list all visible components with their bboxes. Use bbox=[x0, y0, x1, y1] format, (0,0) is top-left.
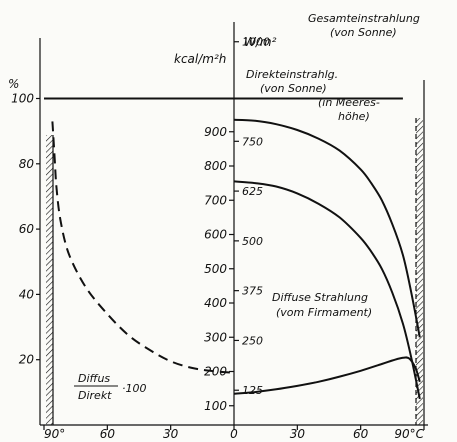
series-group bbox=[44, 97, 421, 400]
wm2-tick-label: 200 bbox=[204, 365, 227, 379]
series-line-direkteinstrahlg-von-sonne-in-meeresh-he bbox=[233, 180, 421, 400]
left-tick-label: 40 bbox=[19, 287, 35, 301]
label-ratio-numerator: Diffus bbox=[78, 372, 110, 385]
label-ratio-factor: ·100 bbox=[122, 382, 147, 395]
wm2-tick-label: 600 bbox=[204, 228, 227, 242]
right-horizon-hatch bbox=[416, 118, 423, 425]
x-tick-label: 60 bbox=[100, 427, 116, 441]
left-tick-label: 100 bbox=[11, 92, 34, 106]
label-diffuse-2: (vom Firmament) bbox=[276, 306, 372, 319]
center-axis-unit-kcal: kcal/m²h bbox=[174, 52, 226, 66]
kcal-tick-label: 625 bbox=[242, 185, 263, 198]
series-line-diffus-direkt-100 bbox=[51, 121, 235, 374]
wm2-tick-label: 100 bbox=[204, 399, 227, 413]
x-tick-label: 60 bbox=[353, 427, 369, 441]
x-tick-label: 90°C bbox=[394, 427, 424, 441]
label-meeres-2: höhe) bbox=[338, 110, 370, 123]
wm2-tick-label: 500 bbox=[204, 262, 227, 276]
tick-label-group: 90° 60 30 0 30 60 90°C204060801001002003004005… bbox=[11, 36, 425, 441]
left-tick-label: 80 bbox=[19, 157, 35, 171]
wm2-tick-label: 400 bbox=[204, 296, 227, 310]
left-tick-label: 20 bbox=[19, 353, 35, 367]
kcal-tick-label: 125 bbox=[242, 384, 263, 397]
kcal-tick-label: 375 bbox=[242, 285, 263, 298]
label-diffuse-1: Diffuse Strahlung bbox=[272, 291, 368, 304]
kcal-tick-label: 1000 bbox=[242, 36, 270, 49]
label-direkt-2: (von Sonne) bbox=[260, 82, 327, 95]
tick-group bbox=[36, 41, 425, 430]
label-direkt-1: Direkteinstrahlg. bbox=[246, 68, 338, 81]
label-gesamt-1: Gesamteinstrahlung bbox=[308, 12, 420, 25]
wm2-tick-label: 800 bbox=[204, 159, 227, 173]
x-tick-label: 30 bbox=[290, 427, 306, 441]
left-axis-unit: % bbox=[8, 77, 19, 91]
wm2-tick-label: 700 bbox=[204, 193, 227, 207]
kcal-tick-label: 750 bbox=[242, 135, 263, 148]
axes-group bbox=[39, 22, 428, 426]
label-ratio-denominator: Direkt bbox=[78, 389, 112, 402]
left-tick-label: 60 bbox=[19, 222, 35, 236]
center-axis-unit-wm2: W/m² bbox=[244, 35, 277, 49]
kcal-tick-label: 250 bbox=[242, 334, 263, 347]
label-gesamt-2: (von Sonne) bbox=[330, 26, 397, 39]
left-horizon-hatch bbox=[46, 135, 53, 425]
x-tick-label: 90° bbox=[44, 427, 65, 441]
x-tick-label: 0 bbox=[230, 427, 238, 441]
label-meeres-1: (in Meeres- bbox=[318, 96, 380, 109]
series-line-diffuse-strahlung-vom-firmament bbox=[233, 356, 421, 395]
wm2-tick-label: 300 bbox=[204, 330, 227, 344]
kcal-tick-label: 500 bbox=[242, 235, 263, 248]
series-line-gesamteinstrahlung-von-sonne bbox=[233, 118, 421, 338]
wm2-tick-label: 900 bbox=[204, 125, 227, 139]
x-tick-label: 30 bbox=[163, 427, 179, 441]
